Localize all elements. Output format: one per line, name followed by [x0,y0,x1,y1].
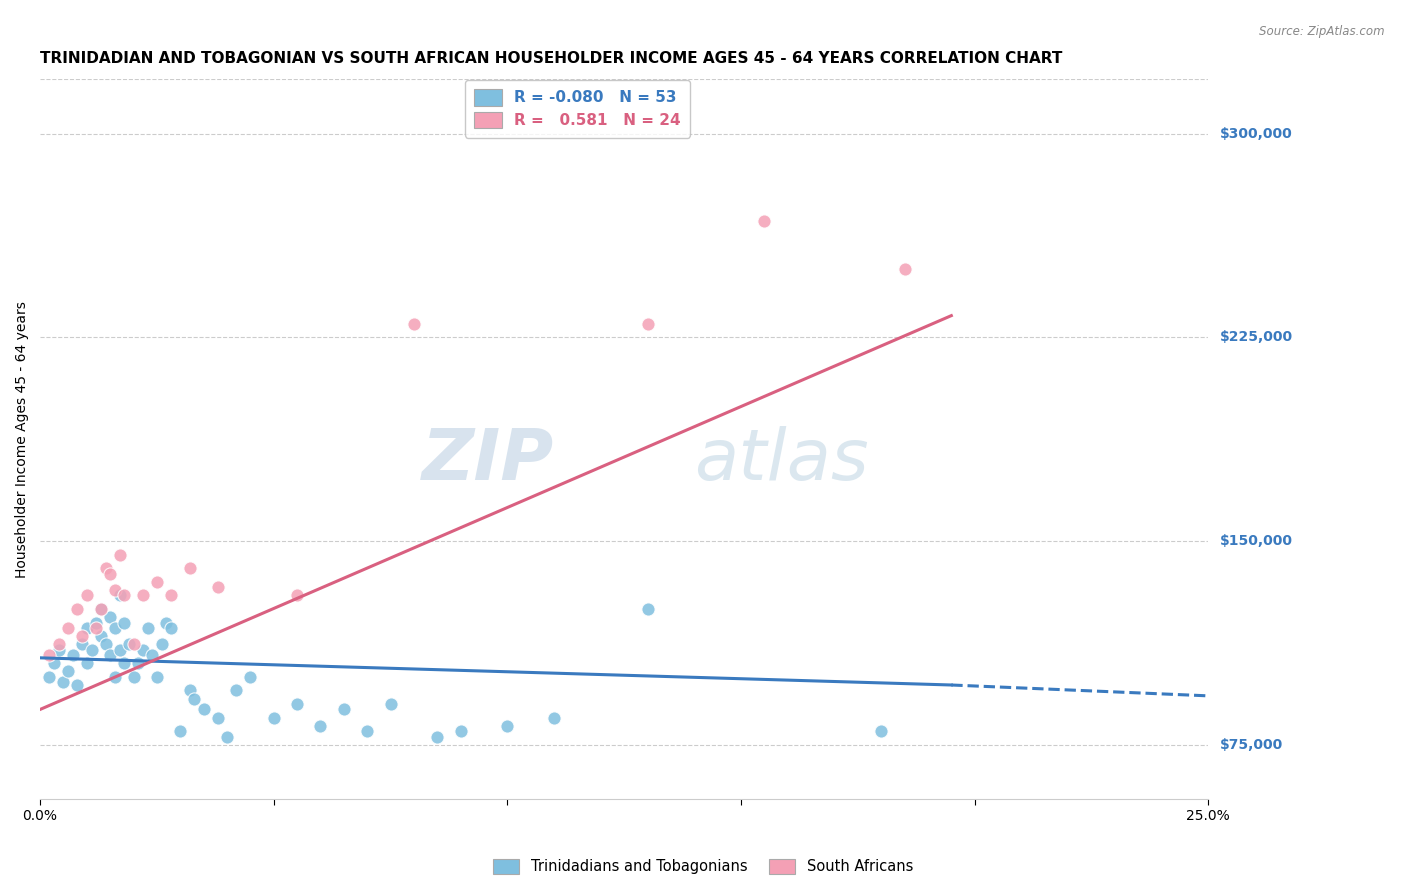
Point [141,648,163,662]
Point [309,719,332,733]
Point [94,561,117,575]
Point [48,637,70,651]
Point [70,629,93,643]
Point [496,719,519,733]
Point [108,548,131,562]
Point [38,670,60,684]
Text: ZIP: ZIP [422,426,554,495]
Point [136,621,159,635]
Point [84,615,107,630]
Point [155,615,177,630]
Legend: Trinidadians and Tobagonians, South Africans: Trinidadians and Tobagonians, South Afri… [486,853,920,880]
Point [263,710,285,724]
Point [80,642,103,657]
Point [90,602,112,616]
Point [637,602,659,616]
Point [132,588,155,602]
Point [285,588,308,602]
Point [146,670,169,684]
Text: $300,000: $300,000 [1219,127,1292,141]
Point [160,621,183,635]
Point [56,621,79,635]
Point [450,724,472,739]
Point [215,730,238,744]
Point [132,642,155,657]
Point [66,602,89,616]
Point [380,697,402,711]
Point [104,621,127,635]
Point [207,710,229,724]
Point [118,637,141,651]
Point [146,574,169,589]
Text: atlas: atlas [695,426,869,495]
Point [160,588,183,602]
Point [104,582,127,597]
Point [76,621,98,635]
Point [52,675,75,690]
Point [426,730,449,744]
Text: $75,000: $75,000 [1219,738,1282,752]
Text: $225,000: $225,000 [1219,330,1292,344]
Legend: R = -0.080   N = 53, R =   0.581   N = 24: R = -0.080 N = 53, R = 0.581 N = 24 [465,79,690,137]
Text: TRINIDADIAN AND TOBAGONIAN VS SOUTH AFRICAN HOUSEHOLDER INCOME AGES 45 - 64 YEAR: TRINIDADIAN AND TOBAGONIAN VS SOUTH AFRI… [41,51,1063,66]
Point [402,317,425,331]
Point [893,262,915,277]
Point [183,691,205,706]
Point [225,683,247,698]
Point [193,702,215,716]
Point [98,648,121,662]
Point [179,683,201,698]
Y-axis label: Householder Income Ages 45 - 64 years: Householder Income Ages 45 - 64 years [15,301,30,578]
Point [98,610,121,624]
Point [112,615,135,630]
Point [76,588,98,602]
Point [637,317,659,331]
Point [207,580,229,594]
Point [84,621,107,635]
Point [108,588,131,602]
Point [179,561,201,575]
Point [754,213,776,227]
Point [239,670,262,684]
Point [56,665,79,679]
Point [127,657,149,671]
Point [333,702,356,716]
Point [76,657,98,671]
Point [66,678,89,692]
Point [285,697,308,711]
Point [90,629,112,643]
Point [62,648,84,662]
Point [112,588,135,602]
Point [356,724,378,739]
Point [150,637,173,651]
Point [48,642,70,657]
Point [169,724,191,739]
Text: Source: ZipAtlas.com: Source: ZipAtlas.com [1260,25,1385,38]
Point [94,637,117,651]
Point [104,670,127,684]
Point [98,566,121,581]
Point [122,670,145,684]
Point [42,657,65,671]
Point [870,724,893,739]
Point [70,637,93,651]
Point [543,710,565,724]
Point [122,637,145,651]
Point [90,602,112,616]
Point [108,642,131,657]
Point [38,648,60,662]
Text: $150,000: $150,000 [1219,534,1292,548]
Point [112,657,135,671]
